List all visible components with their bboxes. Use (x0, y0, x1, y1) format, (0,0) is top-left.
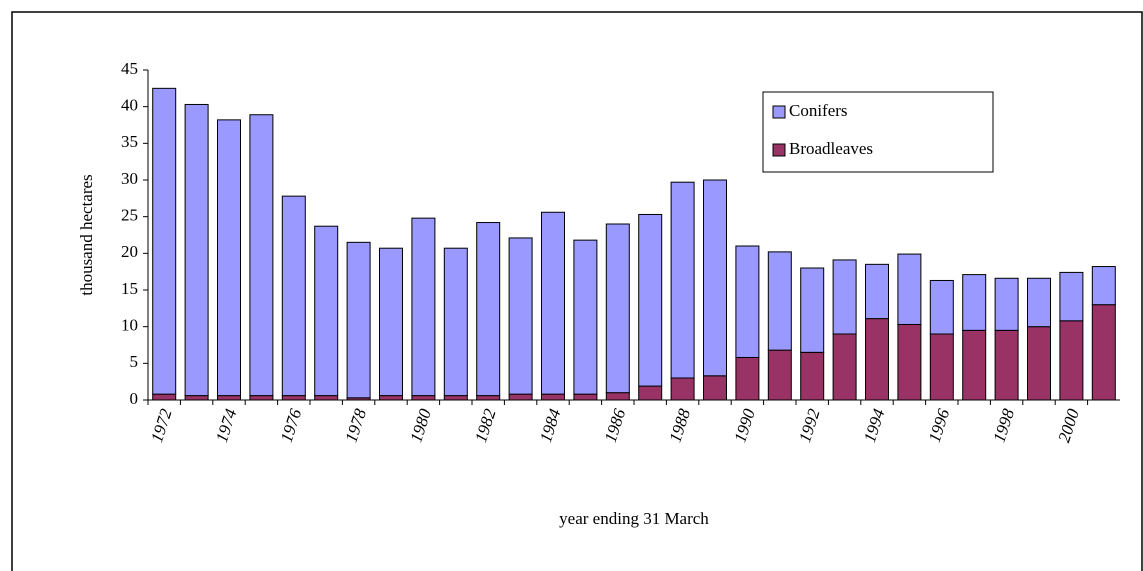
bar-segment (1091, 266, 1116, 306)
bar-segment (735, 245, 760, 358)
bar-segment (897, 253, 922, 325)
bar-segment (217, 395, 241, 401)
bar-segment (962, 274, 987, 331)
y-tick-label: 20 (121, 242, 138, 261)
bar-segment (476, 395, 501, 401)
legend-swatch (772, 143, 786, 157)
bar-segment (152, 87, 177, 395)
bar-segment (735, 356, 760, 401)
bar-segment (379, 395, 403, 401)
bar-segment (184, 395, 209, 401)
y-tick-label: 45 (121, 59, 138, 78)
bar-segment (443, 247, 468, 397)
bar-segment (703, 179, 727, 377)
bar-segment (411, 395, 436, 401)
bar-segment (1059, 320, 1084, 401)
bar-segment (573, 393, 598, 401)
bar-segment (605, 392, 630, 401)
bar-segment (994, 277, 1019, 331)
bar-segment (832, 259, 857, 335)
bar-segment (573, 239, 598, 395)
bar-segment (800, 267, 825, 353)
bar-segment (638, 213, 663, 387)
bar-segment (508, 393, 533, 401)
y-tick-label: 25 (121, 206, 138, 225)
bar-segment (346, 241, 371, 399)
bar-segment (670, 377, 695, 401)
legend-label: Broadleaves (789, 139, 873, 158)
bar-segment (249, 395, 274, 401)
y-tick-label: 0 (130, 389, 139, 408)
bar-segment (865, 263, 889, 320)
bar-segment (281, 395, 306, 401)
bar-segment (1027, 326, 1051, 401)
y-tick-label: 15 (121, 279, 138, 298)
bar-segment (508, 237, 533, 395)
bar-segment (541, 211, 565, 395)
y-tick-label: 30 (121, 169, 138, 188)
bar-segment (994, 329, 1019, 401)
bar-segment (1027, 277, 1051, 328)
y-tick-label: 40 (121, 96, 138, 115)
bar-segment (605, 223, 630, 394)
bar-segment (962, 329, 987, 401)
bar-segment (152, 393, 177, 401)
bar-segment (249, 114, 274, 397)
bar-segment (541, 393, 565, 401)
bar-segment (314, 395, 339, 401)
legend-swatch (772, 105, 786, 119)
bar-segment (1091, 304, 1116, 401)
bar-segment (767, 349, 792, 401)
bar-segment (443, 395, 468, 401)
bar-segment (314, 225, 339, 397)
bar-segment (767, 251, 792, 351)
bar-segment (703, 375, 727, 401)
bar-segment (800, 351, 825, 401)
y-tick-label: 5 (130, 352, 139, 371)
bar-segment (1059, 271, 1084, 322)
y-tick-label: 35 (121, 132, 138, 151)
bar-segment (217, 119, 241, 397)
bar-segment (929, 279, 954, 335)
bar-segment (411, 217, 436, 397)
bar-segment (832, 333, 857, 401)
bar-segment (281, 195, 306, 397)
bar-segment (865, 318, 889, 401)
bar-segment (638, 385, 663, 401)
bar-segment (184, 103, 209, 397)
bar-segment (379, 247, 403, 397)
legend-label: Conifers (789, 101, 848, 120)
bar-segment (897, 323, 922, 401)
x-axis-label: year ending 31 March (559, 509, 709, 528)
y-axis-label: thousand hectares (77, 174, 96, 295)
bar-segment (670, 181, 695, 379)
bar-segment (476, 222, 501, 397)
y-tick-label: 10 (121, 316, 138, 335)
bar-segment (929, 333, 954, 401)
legend-box (762, 91, 994, 173)
